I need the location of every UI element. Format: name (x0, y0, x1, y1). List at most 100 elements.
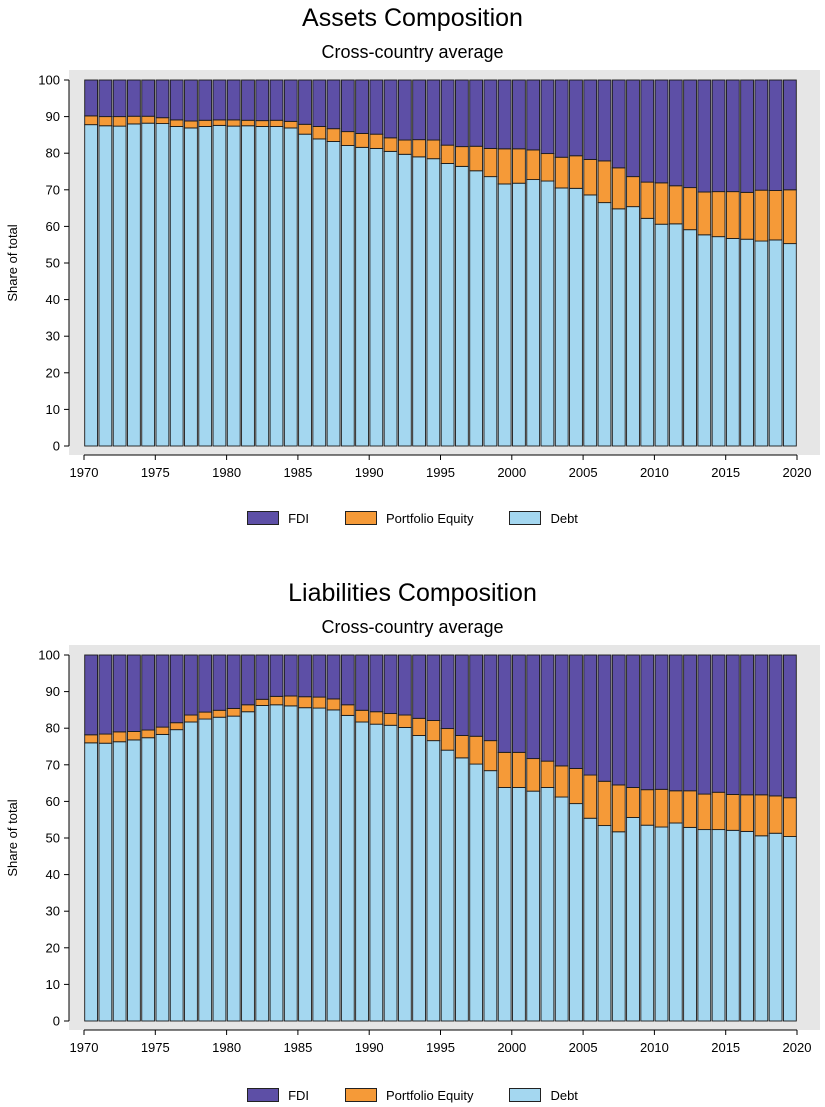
x-tick-label: 1990 (355, 465, 384, 480)
bar-portfolio-equity-1979 (212, 709, 227, 718)
legend-item-portfolio-equity: Portfolio Equity (345, 1088, 473, 1103)
bar-debt-2009 (640, 217, 655, 447)
bar-fdi-2012 (683, 79, 697, 189)
bar-debt-1975 (155, 123, 170, 447)
bar-portfolio-equity-1987 (326, 698, 341, 711)
bar-debt-1977 (184, 721, 198, 1022)
y-tick-label: 20 (46, 940, 60, 955)
x-tick-label: 2005 (569, 465, 598, 480)
bar-fdi-1981 (241, 79, 255, 121)
bar-debt-1992 (397, 727, 412, 1022)
bar-debt-2005 (583, 817, 598, 1022)
bar-portfolio-equity-2007 (611, 167, 626, 210)
bar-debt-1988 (340, 145, 355, 447)
bar-debt-1995 (440, 162, 455, 447)
bar-debt-1976 (169, 729, 184, 1022)
bar-portfolio-equity-1976 (169, 119, 184, 127)
bar-debt-1984 (283, 705, 298, 1022)
x-tick-label: 1970 (70, 1040, 99, 1055)
bar-portfolio-equity-1992 (397, 714, 412, 728)
bar-fdi-2013 (697, 79, 712, 193)
bar-portfolio-equity-1980 (226, 119, 241, 127)
bar-fdi-1973 (127, 79, 141, 117)
legend-swatch-fdi (247, 511, 280, 525)
bar-fdi-2014 (711, 654, 726, 793)
bar-portfolio-equity-1992 (397, 139, 412, 155)
bar-portfolio-equity-1984 (283, 695, 298, 707)
assets-chart: Assets Composition Cross-country average… (0, 0, 825, 540)
bar-debt-2002 (540, 180, 555, 447)
bar-debt-2003 (554, 187, 569, 447)
bar-fdi-1998 (483, 654, 498, 742)
bar-portfolio-equity-1990 (369, 133, 384, 149)
bar-debt-1985 (298, 133, 312, 447)
bar-debt-1997 (469, 763, 484, 1022)
y-tick-label: 20 (46, 365, 60, 380)
bar-portfolio-equity-2000 (512, 148, 526, 184)
x-tick-label: 1970 (70, 465, 99, 480)
bar-debt-1971 (98, 742, 113, 1022)
bar-fdi-2008 (626, 79, 640, 178)
bar-portfolio-equity-2002 (540, 760, 555, 788)
x-tick-label: 2005 (569, 1040, 598, 1055)
bar-fdi-1987 (326, 654, 341, 700)
bar-fdi-2006 (597, 654, 612, 782)
y-tick-label: 90 (46, 109, 60, 124)
bar-portfolio-equity-1972 (112, 116, 127, 127)
bar-fdi-1975 (155, 79, 170, 119)
bar-fdi-1984 (283, 79, 298, 122)
bar-portfolio-equity-1996 (455, 146, 469, 167)
liabilities-chart: Liabilities Composition Cross-country av… (0, 575, 825, 1107)
bar-debt-1974 (141, 737, 156, 1022)
legend-label-debt: Debt (550, 1087, 578, 1103)
bar-portfolio-equity-1999 (497, 148, 512, 185)
liabilities-legend: FDI Portfolio Equity Debt (0, 1085, 825, 1105)
chart-subtitle: Cross-country average (321, 617, 504, 637)
bar-debt-1970 (84, 124, 99, 447)
bar-portfolio-equity-2003 (554, 156, 569, 189)
bar-debt-1994 (426, 740, 441, 1022)
bar-debt-2008 (626, 206, 640, 447)
bar-fdi-2015 (725, 654, 740, 795)
bar-debt-1998 (483, 770, 498, 1022)
bar-debt-1987 (326, 709, 341, 1022)
y-tick-label: 70 (46, 182, 60, 197)
chart-title: Assets Composition (302, 4, 523, 32)
bar-debt-2012 (683, 826, 697, 1022)
bar-debt-1984 (283, 127, 298, 447)
bar-portfolio-equity-2012 (683, 790, 697, 828)
bar-portfolio-equity-2016 (740, 794, 754, 832)
legend-item-fdi: FDI (247, 1088, 309, 1103)
bar-portfolio-equity-2009 (640, 789, 655, 826)
bar-portfolio-equity-1999 (497, 751, 512, 788)
bar-fdi-2005 (583, 654, 598, 776)
bar-debt-1982 (255, 126, 270, 447)
bar-portfolio-equity-1973 (127, 731, 141, 741)
x-tick-label: 1980 (212, 465, 241, 480)
bar-portfolio-equity-2002 (540, 153, 555, 182)
bar-portfolio-equity-2017 (754, 189, 769, 242)
x-tick-label: 1975 (141, 1040, 170, 1055)
bar-debt-1979 (212, 124, 227, 447)
bar-portfolio-equity-1994 (426, 139, 441, 160)
bar-debt-1980 (226, 125, 241, 447)
bar-portfolio-equity-1993 (412, 139, 426, 158)
y-tick-label: 10 (46, 402, 60, 417)
chart-title: Liabilities Composition (288, 579, 537, 607)
bar-portfolio-equity-1981 (241, 704, 255, 713)
x-tick-label: 2015 (711, 1040, 740, 1055)
bar-portfolio-equity-1982 (255, 120, 270, 127)
legend-label-portfolio-equity: Portfolio Equity (386, 510, 474, 526)
bar-fdi-2009 (640, 654, 655, 791)
bar-fdi-1979 (212, 79, 227, 121)
bar-fdi-1980 (226, 654, 241, 709)
bar-fdi-1971 (98, 79, 113, 118)
bar-debt-1980 (226, 715, 241, 1022)
bar-fdi-2015 (725, 79, 740, 193)
x-tick-label: 1995 (426, 1040, 455, 1055)
bar-portfolio-equity-1980 (226, 707, 241, 717)
bar-fdi-2003 (554, 79, 569, 158)
bar-portfolio-equity-2014 (711, 791, 726, 831)
bar-portfolio-equity-1983 (269, 119, 284, 127)
bar-portfolio-equity-2005 (583, 158, 598, 196)
